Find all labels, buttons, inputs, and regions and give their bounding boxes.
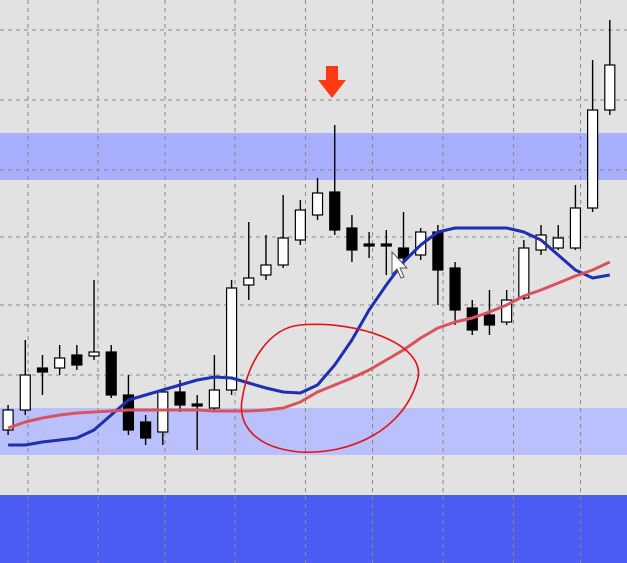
candle-body xyxy=(604,64,616,111)
candle-body xyxy=(140,421,152,439)
candle-body xyxy=(122,394,135,431)
indicator-line xyxy=(7,260,611,430)
sell-arrow xyxy=(318,66,346,98)
candle-body xyxy=(54,357,66,369)
highlight-circle xyxy=(240,323,420,453)
candle-body xyxy=(329,191,341,231)
candle-body xyxy=(501,299,513,323)
candle-body xyxy=(449,267,461,311)
candle-body xyxy=(311,192,324,216)
candle-body xyxy=(363,243,375,247)
candle-body xyxy=(105,351,117,396)
candle-body xyxy=(277,237,289,266)
candle-body xyxy=(19,374,31,411)
level-band xyxy=(0,408,627,455)
level-band xyxy=(0,133,627,180)
candle-body xyxy=(225,287,238,391)
mouse-cursor xyxy=(391,250,409,279)
lines xyxy=(7,226,611,447)
candle-body xyxy=(2,409,14,431)
candle-body xyxy=(397,247,410,259)
candle-body xyxy=(243,277,255,286)
candle-body xyxy=(587,109,599,209)
annotations xyxy=(240,66,420,453)
bands xyxy=(0,133,627,563)
candles xyxy=(2,20,616,450)
candle-body xyxy=(208,389,220,409)
candle-body xyxy=(174,391,186,406)
candle-body xyxy=(380,243,392,247)
level-band xyxy=(0,495,627,563)
candle-body xyxy=(260,264,272,276)
candle-body xyxy=(483,314,496,326)
candle-body xyxy=(569,207,582,249)
candle-body xyxy=(432,231,444,271)
candle-body xyxy=(71,354,83,366)
candle-body xyxy=(191,403,203,407)
candle-body xyxy=(88,351,100,357)
candle-body xyxy=(552,237,564,249)
candle-body xyxy=(157,391,169,433)
candle-body xyxy=(294,209,306,241)
indicator-line xyxy=(8,226,611,447)
candle-body xyxy=(346,227,358,251)
candle-body xyxy=(518,247,530,299)
candle-body xyxy=(36,367,49,373)
